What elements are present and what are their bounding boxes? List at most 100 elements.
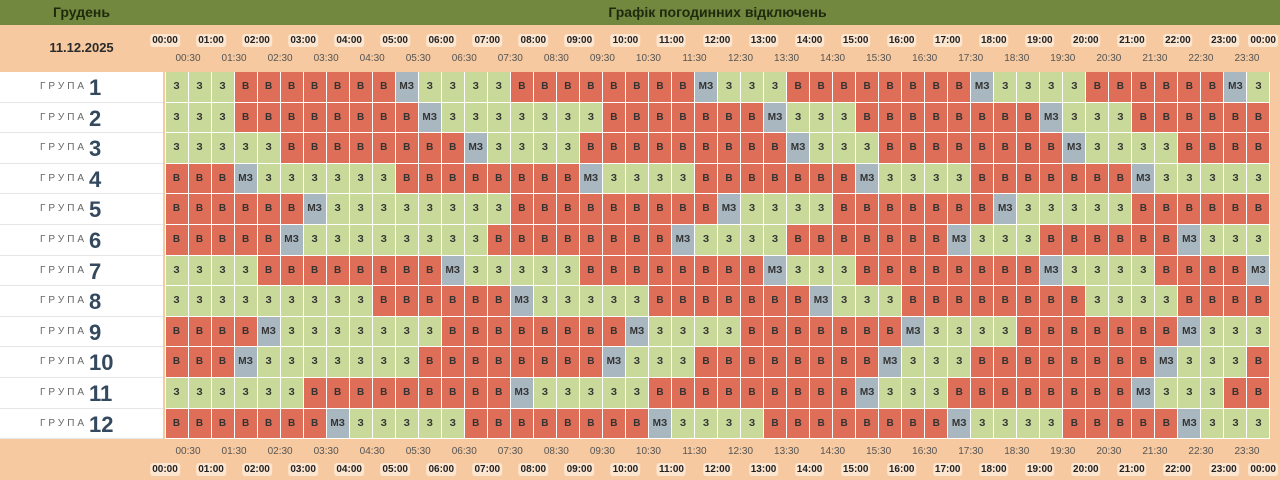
cell: З (441, 102, 464, 133)
cell: З (741, 408, 764, 439)
cell: З (1247, 163, 1270, 194)
cell: В (1224, 286, 1247, 316)
cell: В (625, 255, 648, 286)
half-hour-label: 02:30 (267, 446, 293, 457)
cell: В (741, 286, 764, 316)
cell: В (510, 347, 533, 377)
cell: В (579, 133, 602, 163)
cell: В (902, 225, 925, 255)
cell: З (303, 347, 326, 377)
cell: В (441, 286, 464, 316)
cell: В (787, 316, 810, 347)
cell: З (1040, 194, 1063, 224)
half-hour-label: 09:30 (589, 53, 615, 64)
cell: В (188, 225, 211, 255)
cell: В (1040, 347, 1063, 377)
half-hour-label: 01:30 (221, 446, 247, 457)
cell: З (648, 347, 671, 377)
half-hour-label: 08:30 (543, 53, 569, 64)
group-number: 2 (89, 105, 102, 131)
cell: МЗ (510, 378, 533, 408)
cell: В (856, 347, 879, 377)
cell: В (787, 225, 810, 255)
cell: В (487, 225, 510, 255)
cell: В (948, 133, 971, 163)
cell: В (372, 378, 395, 408)
cell: В (718, 255, 741, 286)
cell: В (395, 378, 418, 408)
cell: З (1247, 316, 1270, 347)
half-hour-label: 05:30 (405, 446, 431, 457)
group-label-cell (0, 408, 163, 440)
cell: В (787, 72, 810, 102)
cell: В (902, 286, 925, 316)
cell: В (579, 316, 602, 347)
cell: З (349, 225, 372, 255)
cell: З (925, 163, 948, 194)
hour-label: 13:00 (748, 34, 779, 47)
cell: В (925, 133, 948, 163)
cell: В (326, 102, 349, 133)
cell: В (1224, 378, 1247, 408)
group-label-cell (0, 72, 163, 103)
cell: В (625, 408, 648, 439)
cell: В (188, 163, 211, 194)
cell: МЗ (671, 225, 694, 255)
cell: В (188, 316, 211, 347)
cell: В (1109, 225, 1132, 255)
cell: З (395, 194, 418, 224)
cell: З (556, 255, 579, 286)
cell: МЗ (718, 194, 741, 224)
cell: В (556, 163, 579, 194)
cell: В (879, 408, 902, 439)
half-hour-label: 00:30 (175, 53, 201, 64)
group-label-cell (0, 286, 163, 317)
cell: В (994, 286, 1017, 316)
cell: МЗ (1132, 378, 1155, 408)
cell: З (372, 316, 395, 347)
cell: В (556, 347, 579, 377)
hour-label: 11:00 (656, 463, 686, 476)
cell: В (879, 72, 902, 102)
cell: З (257, 133, 280, 163)
cell: В (948, 378, 971, 408)
cell: В (165, 408, 188, 439)
cell: З (1017, 408, 1040, 439)
cell: В (1178, 255, 1201, 286)
cell: З (188, 72, 211, 102)
cell: З (441, 72, 464, 102)
half-hour-label: 13:30 (774, 53, 800, 64)
cell: В (741, 163, 764, 194)
half-hour-label: 20:30 (1096, 53, 1122, 64)
hour-label: 00:00 (1248, 34, 1278, 47)
cell: МЗ (625, 316, 648, 347)
cell: З (418, 72, 441, 102)
cell: МЗ (1178, 408, 1201, 439)
cell: В (303, 378, 326, 408)
cell: З (1201, 378, 1224, 408)
cell: В (671, 72, 694, 102)
cell: З (694, 316, 717, 347)
cell: МЗ (948, 408, 971, 439)
cell: З (441, 225, 464, 255)
cell: В (464, 347, 487, 377)
cell: З (349, 316, 372, 347)
group-number: 12 (89, 411, 114, 437)
cell: З (211, 378, 234, 408)
half-hour-label: 07:30 (497, 53, 523, 64)
cell: З (1247, 72, 1270, 102)
cell: З (510, 255, 533, 286)
cell: МЗ (510, 286, 533, 316)
cell: З (718, 408, 741, 439)
hour-label: 11:00 (656, 34, 686, 47)
cell: В (556, 225, 579, 255)
group-label-cell (0, 194, 163, 225)
cell: В (718, 133, 741, 163)
cell: З (925, 316, 948, 347)
cell: В (165, 316, 188, 347)
cell: В (280, 133, 303, 163)
cell: В (810, 408, 833, 439)
cell: МЗ (1178, 316, 1201, 347)
cell: В (994, 133, 1017, 163)
cell: В (925, 194, 948, 224)
